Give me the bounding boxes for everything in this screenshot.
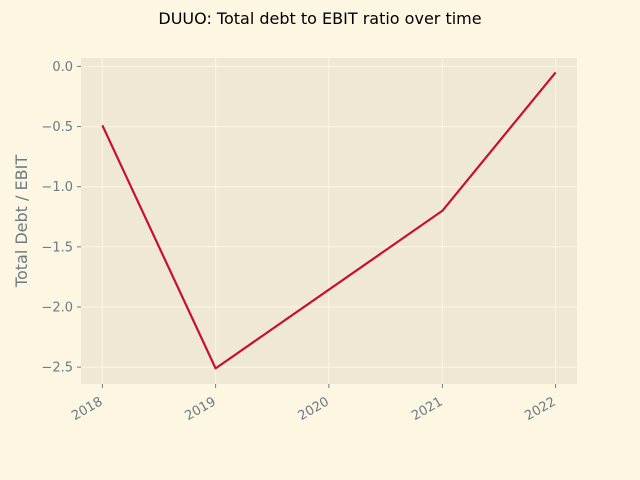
x-tick-label: 2021 [409,394,445,424]
y-tick-label: −2.5 [41,361,73,376]
y-axis: −2.5 −2.0 −1.5 −1.0 −0.5 0.0 [41,60,81,376]
y-tick-label: −1.0 [41,180,73,195]
x-axis: 2018 2019 2020 2021 2022 [69,384,559,424]
y-tick-label: 0.0 [52,60,73,75]
grid [81,58,577,384]
chart-title: DUUO: Total debt to EBIT ratio over time [158,9,481,28]
x-tick-label: 2018 [69,394,105,424]
x-tick-label: 2020 [296,394,332,424]
y-tick-label: −0.5 [41,120,73,135]
series [101,71,557,370]
y-tick-label: −1.5 [41,240,73,255]
series-line [101,71,557,370]
x-tick-label: 2022 [522,394,558,424]
x-tick-label: 2019 [182,394,218,424]
y-axis-label: Total Debt / EBIT [12,155,31,288]
y-tick-label: −2.0 [41,301,73,316]
